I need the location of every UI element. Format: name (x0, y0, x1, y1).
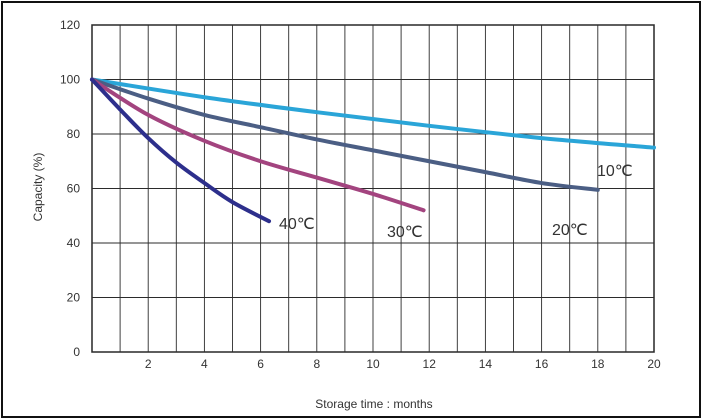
x-tick-label: 20 (647, 357, 661, 371)
x-tick-label: 2 (145, 357, 152, 371)
series-line-20c (90, 77, 600, 192)
tick-labels: 2 4 6 8 10 12 14 16 18 20 0 20 40 60 80 100 120 (60, 18, 661, 371)
series-line-10c (90, 77, 656, 150)
y-tick-label: 120 (60, 18, 80, 32)
y-tick-label: 60 (67, 182, 81, 196)
series-line-30c (90, 77, 426, 213)
x-tick-label: 16 (535, 357, 549, 371)
x-axis-label: Storage time : months (315, 397, 432, 411)
series-lines (90, 77, 656, 224)
x-tick-label: 8 (313, 357, 320, 371)
y-tick-label: 80 (67, 127, 81, 141)
x-tick-label: 12 (423, 357, 437, 371)
x-tick-label: 4 (201, 357, 208, 371)
y-tick-label: 100 (60, 73, 80, 87)
y-axis-label: Capacity (%) (31, 153, 45, 222)
y-tick-label: 20 (67, 291, 81, 305)
series-labels: 10℃ 20℃ 30℃ 40℃ (279, 163, 633, 241)
grid (91, 24, 655, 353)
x-tick-label: 18 (591, 357, 605, 371)
x-tick-label: 10 (366, 357, 380, 371)
x-tick-label: 14 (479, 357, 493, 371)
y-tick-label: 40 (67, 236, 81, 250)
y-tick-label: 0 (73, 345, 80, 359)
series-line-40c (90, 77, 272, 224)
series-label-20c: 20℃ (552, 222, 588, 239)
series-label-40c: 40℃ (279, 216, 315, 233)
series-label-30c: 30℃ (387, 224, 423, 241)
series-label-10c: 10℃ (597, 163, 633, 180)
x-tick-label: 6 (257, 357, 264, 371)
